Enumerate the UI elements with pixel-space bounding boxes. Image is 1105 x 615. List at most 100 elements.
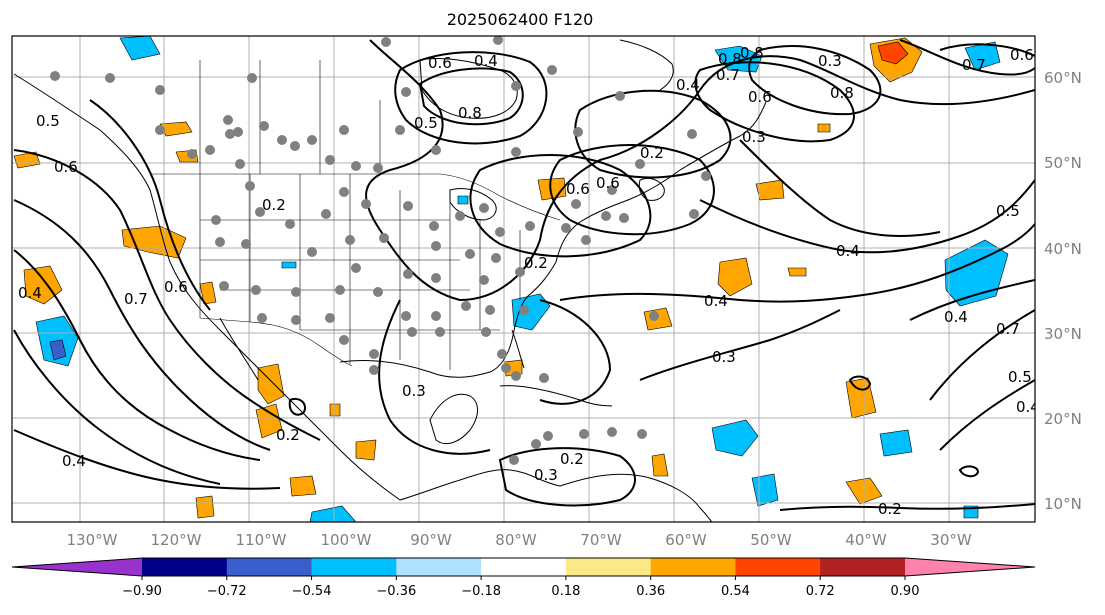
colorbar-segment (650, 558, 736, 576)
lat-label: 20°N (1044, 410, 1082, 428)
contour-label: 0.2 (640, 144, 664, 162)
contour-line (909, 279, 1035, 321)
shade-blue (119, 36, 161, 61)
lon-label: 120°W (151, 531, 202, 549)
contour-label: 0.5 (996, 202, 1020, 220)
colorbar: −0.90 −0.72 −0.54 −0.36 −0.18 0.18 0.36 0.54 0.7… (11, 557, 1036, 599)
contour-label: 0.6 (428, 54, 452, 72)
contour-labels: 0.6 0.4 0.8 0.5 0.8 0.3 0.8 0.7 0.6 0.4 … (18, 44, 1035, 518)
shade-blue (511, 293, 551, 331)
station-markers (50, 36, 711, 465)
contour-label: 0.7 (996, 320, 1020, 338)
contour-line (559, 223, 1035, 303)
contour-line (939, 43, 1035, 57)
contour-line (748, 45, 882, 116)
shade-orange (255, 403, 283, 439)
coastline-baja (219, 317, 259, 381)
contour-label: 0.3 (742, 128, 766, 146)
contour-label: 0.7 (962, 56, 986, 74)
shade-blue (711, 419, 759, 457)
contour-line (958, 465, 980, 478)
colorbar-tick-label: 0.36 (636, 584, 665, 599)
contour-line (699, 179, 1035, 254)
contour-line (469, 154, 652, 258)
contour-label: 0.4 (944, 308, 968, 326)
border-us-mexico (199, 317, 353, 367)
contour-label: 0.6 (748, 88, 772, 106)
contour-label: 0.2 (878, 500, 902, 518)
contour-line (848, 375, 872, 391)
shade-orange (787, 267, 807, 277)
contour-label: 0.8 (458, 104, 482, 122)
colorbar-tick-label: 0.90 (891, 584, 920, 599)
colorbar-segment (481, 558, 567, 576)
shade-orange (23, 265, 63, 305)
shade-purple (49, 339, 67, 361)
colorbar-segment (396, 558, 482, 576)
contour-lines (13, 39, 1035, 511)
shade-red (877, 41, 909, 65)
colorbar-tick-label: −0.36 (376, 584, 416, 599)
contour-label: 0.5 (1008, 368, 1032, 386)
contour-label: 0.5 (414, 114, 438, 132)
lat-label: 50°N (1044, 154, 1082, 172)
coastline-central-america (399, 469, 561, 501)
colorbar-tick-label: −0.72 (207, 584, 247, 599)
lat-label: 10°N (1044, 495, 1082, 513)
contour-line (13, 429, 281, 490)
contour-line (13, 249, 261, 461)
colorbar-tick-label: 0.18 (551, 584, 580, 599)
colorbar-segment (226, 558, 313, 576)
contour-line (13, 149, 321, 441)
contour-label: 0.3 (402, 382, 426, 400)
shade-orange (329, 403, 341, 417)
longitude-labels: 130°W 120°W 110°W 100°W 90°W 80°W 70°W 6… (67, 531, 972, 549)
lon-label: 70°W (580, 531, 622, 549)
contour-label: 0.2 (560, 450, 584, 468)
contour-label: 0.4 (704, 292, 728, 310)
contour-line (929, 309, 1035, 401)
shade-orange (199, 281, 217, 305)
contour-line (89, 99, 211, 311)
coastline-gulf (339, 261, 557, 378)
coastline-newfoundland (638, 177, 665, 201)
contour-label: 0.6 (54, 158, 78, 176)
border-us-canada (150, 173, 561, 221)
contour-label: 0.4 (62, 452, 86, 470)
contour-label: 0.3 (534, 466, 558, 484)
shade-orange (651, 453, 669, 477)
contour-label: 0.4 (676, 76, 700, 94)
contour-line (574, 89, 732, 179)
contour-line (694, 61, 855, 143)
contour-label: 0.2 (276, 426, 300, 444)
lon-label: 100°W (321, 531, 372, 549)
lon-label: 110°W (236, 531, 287, 549)
contour-line (899, 39, 1035, 76)
contour-line (418, 67, 524, 126)
shade-orange (195, 495, 215, 519)
shade-blue (309, 505, 357, 522)
coastline-greenland (619, 39, 674, 91)
contour-label: 0.6 (596, 174, 620, 192)
contour-label: 0.8 (830, 84, 854, 102)
contour-label: 0.4 (18, 284, 42, 302)
contour-line (394, 51, 548, 145)
shade-blue (457, 195, 469, 205)
contour-label: 0.8 (718, 50, 742, 68)
lon-label: 50°W (750, 531, 792, 549)
colorbar-tick-label: 0.54 (721, 584, 750, 599)
contour-label: 0.3 (712, 348, 736, 366)
contour-label: 0.6 (164, 278, 188, 296)
coastline-yucatan (429, 393, 478, 445)
colorbar-segment (820, 558, 906, 576)
contour-line (13, 329, 221, 485)
contour-label: 0.7 (124, 290, 148, 308)
lon-label: 130°W (67, 531, 118, 549)
coastline-hudson (419, 58, 518, 119)
coastline-south-america (559, 473, 713, 522)
colorbar-segment (735, 558, 821, 576)
contour-label: 0.5 (36, 112, 60, 130)
contour-label: 0.6 (566, 180, 590, 198)
colorbar-segment (142, 558, 228, 576)
